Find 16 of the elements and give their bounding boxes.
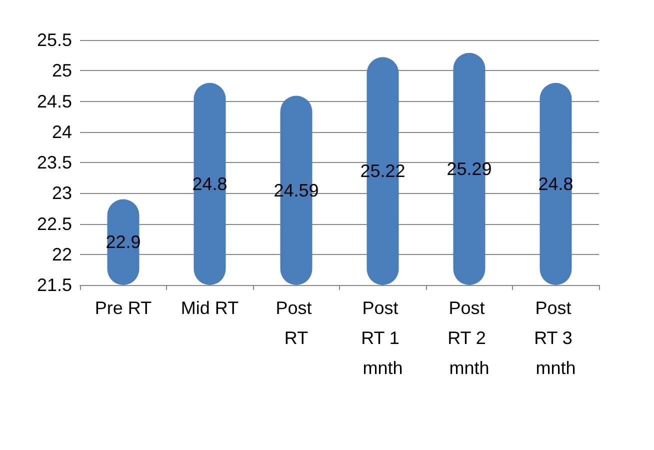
data-label: 24.59 xyxy=(274,180,319,200)
x-tick-label: Post RT xyxy=(276,298,317,348)
y-tick-label: 24 xyxy=(52,122,72,142)
x-tick-label: Post RT 1 mnth xyxy=(361,298,404,378)
y-tick-label: 21.5 xyxy=(36,275,72,295)
x-tick-label: Post RT 3 mnth xyxy=(534,298,578,378)
y-tick-label: 22 xyxy=(52,244,72,264)
y-tick-label: 24.5 xyxy=(36,91,72,112)
y-tick-label: 25.5 xyxy=(36,30,72,50)
y-tick-label: 23 xyxy=(52,183,72,204)
y-tick-label: 23.5 xyxy=(36,152,72,172)
y-tick-label: 22.5 xyxy=(36,214,72,234)
x-tick-label: Mid RT xyxy=(180,298,239,318)
y-tick-label: 25 xyxy=(52,60,72,81)
x-tick-label: Post RT 2 mnth xyxy=(448,298,491,378)
x-tick-label: Pre RT xyxy=(94,298,152,318)
